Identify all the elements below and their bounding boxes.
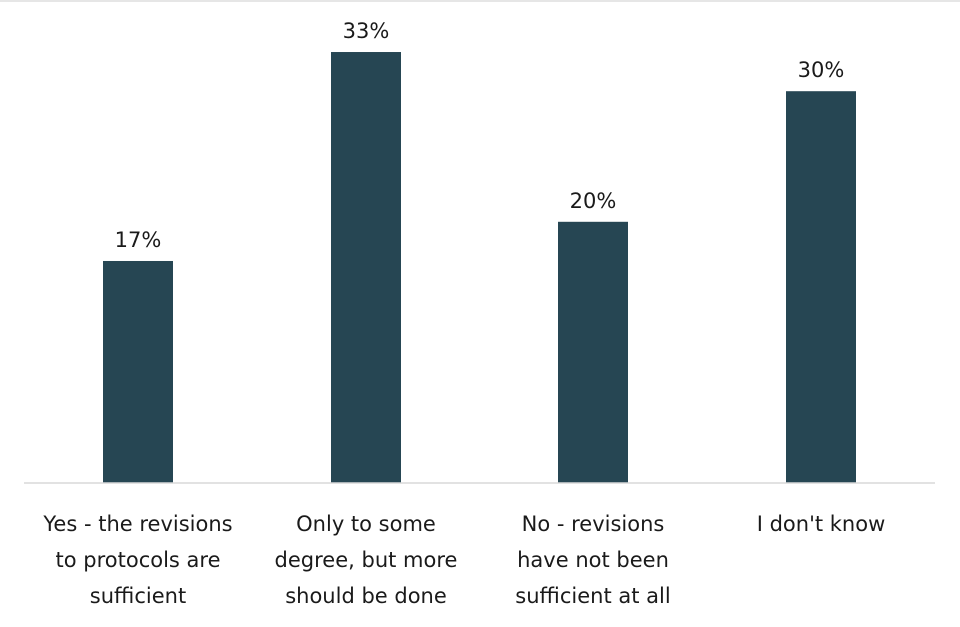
category-label-line: Only to some [296, 512, 436, 536]
category-label-line: to protocols are [56, 548, 221, 572]
top-border [0, 0, 960, 2]
category-label-3: No - revisions have not been sufficient at… [515, 512, 670, 608]
category-label-line: should be done [285, 584, 447, 608]
bar-1 [103, 260, 173, 483]
data-label-3: 20% [570, 189, 617, 213]
data-labels-group: 17% 33% 20% 30% [115, 19, 845, 252]
bar-4 [786, 91, 856, 483]
category-label-line: No - revisions [522, 512, 665, 536]
bar-3 [558, 221, 628, 484]
category-label-line: sufficient [90, 584, 186, 608]
category-label-line: Yes - the revisions [42, 512, 232, 536]
category-label-2: Only to some degree, but more should be do… [275, 512, 458, 608]
category-label-line: I don't know [757, 512, 886, 536]
category-label-line: have not been [517, 548, 669, 572]
data-label-4: 30% [798, 58, 845, 82]
data-label-1: 17% [115, 228, 162, 252]
category-label-line: degree, but more [275, 548, 458, 572]
category-label-4: I don't know [757, 512, 886, 536]
bars-group [103, 52, 856, 484]
category-label-1: Yes - the revisions to protocols are suffi… [42, 512, 232, 608]
category-labels-group: Yes - the revisions to protocols are suffi… [42, 512, 885, 608]
data-label-2: 33% [343, 19, 390, 43]
bar-2 [331, 52, 401, 484]
category-label-line: sufficient at all [515, 584, 670, 608]
